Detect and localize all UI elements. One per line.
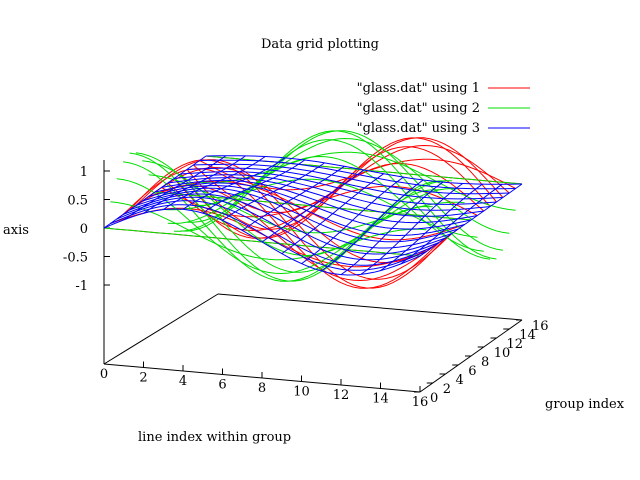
- y-tick-label: 6: [468, 364, 476, 379]
- x-tick-label: 8: [258, 381, 266, 396]
- z-tick-label: -1: [75, 279, 88, 294]
- legend: "glass.dat" using 1 "glass.dat" using 2 "g…: [357, 81, 530, 136]
- legend-label: "glass.dat" using 1: [357, 81, 480, 96]
- grid-line: [360, 183, 464, 275]
- grid-line: [400, 183, 503, 265]
- legend-label: "glass.dat" using 2: [357, 101, 480, 116]
- grid-line: [321, 179, 424, 272]
- series-2: [103, 155, 523, 276]
- z-tick-label: -0.5: [63, 251, 88, 266]
- y-tick-label: 2: [443, 382, 451, 397]
- grid-line: [301, 176, 404, 265]
- grid-line: [242, 165, 345, 231]
- x-tick-label: 10: [293, 385, 310, 400]
- x-tick-label: 0: [100, 367, 108, 382]
- y-tick-label: 10: [494, 346, 511, 361]
- z-tick-label: 1: [80, 165, 88, 180]
- grid-line: [419, 183, 523, 257]
- back-axis-line: [103, 293, 219, 365]
- surfaces: [103, 130, 523, 289]
- series-line: [135, 152, 452, 273]
- x-tick-label: 16: [412, 395, 429, 410]
- y-axis-label: group index: [545, 397, 625, 412]
- y-tick-label: 0: [430, 391, 438, 406]
- z-tick-label: 0: [80, 222, 88, 237]
- series-line: [186, 130, 503, 251]
- x-tick-label: 6: [218, 378, 226, 393]
- series-line: [110, 201, 427, 261]
- grid-line: [163, 156, 266, 211]
- x-tick-label: 14: [372, 392, 389, 407]
- x-tick-label: 12: [333, 388, 350, 403]
- z-axis-label: axis: [3, 223, 29, 238]
- x-tick-label: 2: [139, 371, 147, 386]
- series-line: [167, 155, 484, 252]
- y-tick-label: 14: [519, 328, 536, 343]
- series-line: [116, 178, 433, 275]
- grid-line: [103, 155, 207, 229]
- z-tick-label: 0.5: [67, 194, 88, 209]
- y-tick-label: 12: [507, 337, 524, 352]
- chart-title: Data grid plotting: [261, 37, 379, 52]
- grid-line: [143, 155, 246, 214]
- x-axis-label: line index within group: [138, 430, 291, 445]
- grid-line: [281, 173, 385, 255]
- y-tick-label: 4: [456, 373, 464, 388]
- legend-label: "glass.dat" using 3: [357, 121, 480, 136]
- back-axis-line-2: [217, 293, 523, 321]
- x-tick-label: 4: [179, 374, 187, 389]
- grid-line: [261, 169, 365, 243]
- grid-line: [123, 155, 227, 221]
- grid-line: [202, 159, 306, 214]
- y-tick-label: 16: [532, 319, 549, 334]
- grid-line: [182, 157, 286, 210]
- grid-line: [340, 181, 444, 276]
- grid-line: [222, 162, 325, 221]
- y-tick-label: 8: [481, 355, 489, 370]
- grid-line: [380, 183, 483, 272]
